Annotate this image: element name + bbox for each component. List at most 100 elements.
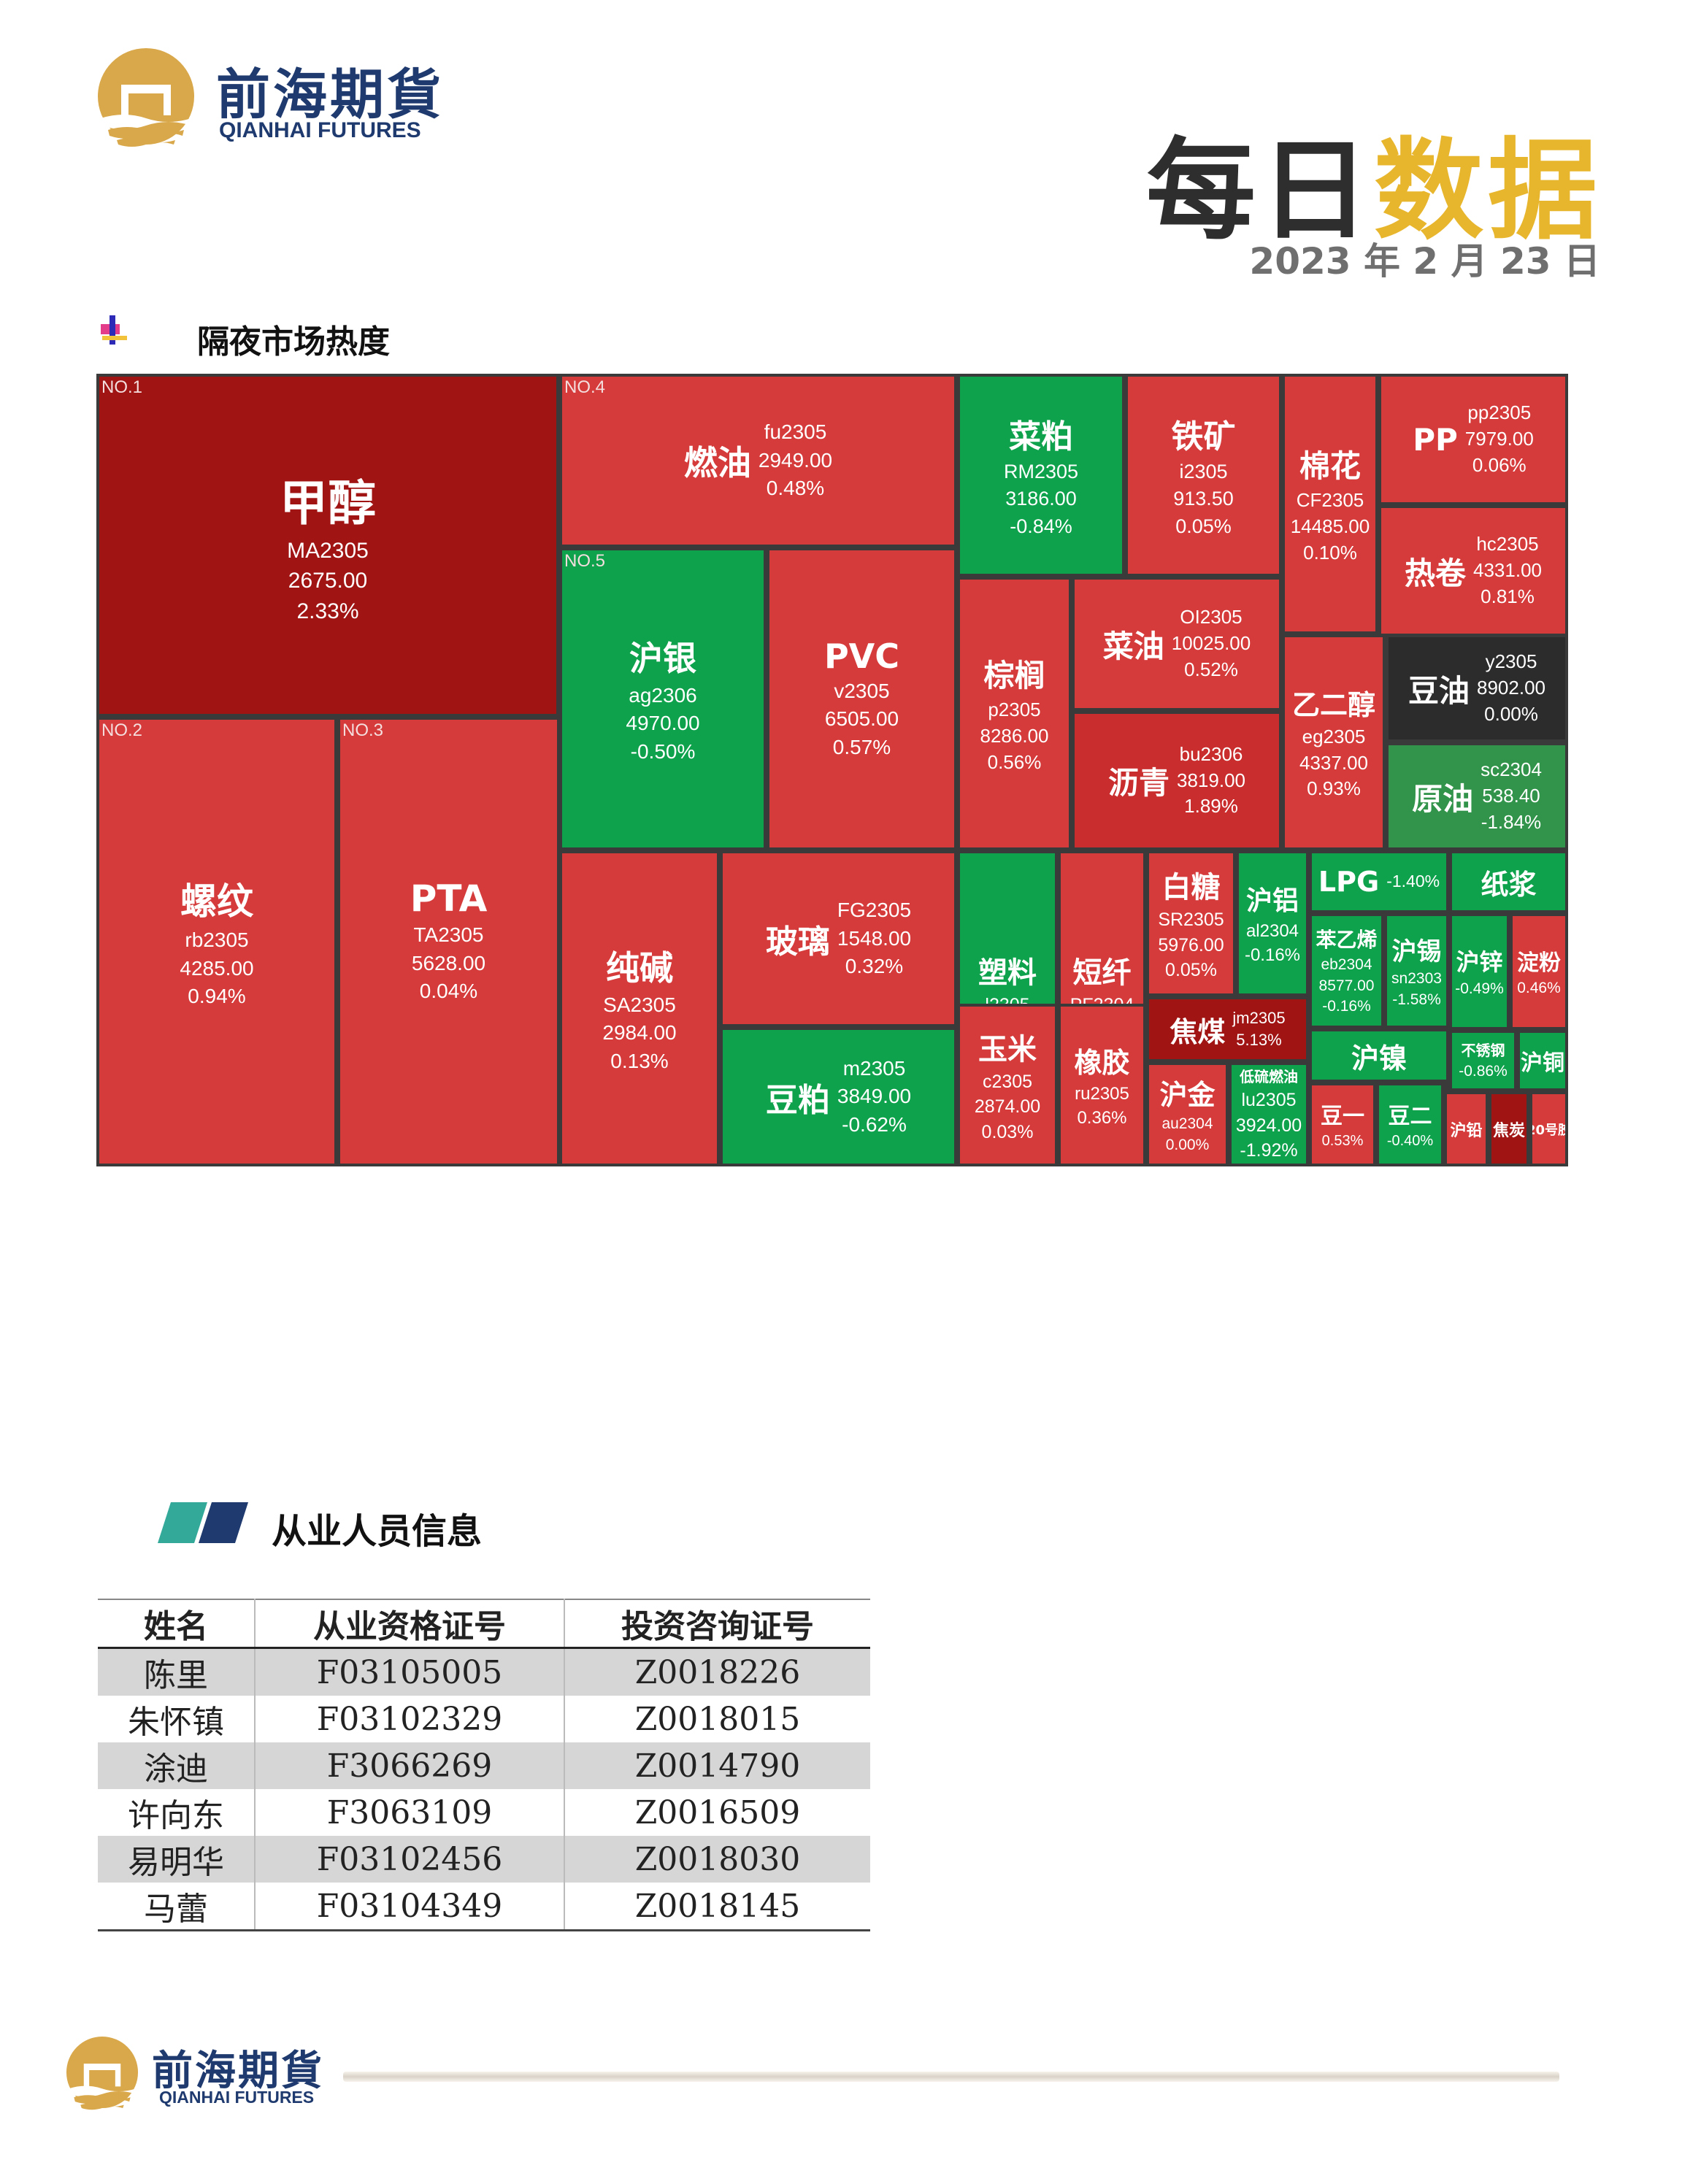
commodity-name: 棕榈 <box>983 658 1045 694</box>
commodity-name: 不锈钢 <box>1461 1042 1505 1060</box>
heatmap-cell: 豆一 0.53% <box>1309 1083 1376 1166</box>
commodity-name: 沪锌 <box>1456 947 1503 976</box>
percent-change: 0.94% <box>188 985 246 1008</box>
header-consulting-no: 投资咨询证号 <box>564 1599 870 1649</box>
heatmap-cell: 棉花 CF2305 14485.00 0.10% <box>1282 374 1378 634</box>
heatmap-cell: LPG -1.40% <box>1309 850 1449 913</box>
percent-change: 0.53% <box>1321 1132 1364 1149</box>
percent-change: 0.36% <box>1077 1108 1127 1128</box>
footer-logo-chinese-name: 前海期貨 <box>152 2047 324 2095</box>
percent-change: 0.46% <box>1517 979 1561 996</box>
qualification-no: F03102329 <box>255 1696 565 1742</box>
heatmap-cell: 菜油 OI2305 10025.00 0.52% <box>1072 577 1282 711</box>
commodity-name: 铁矿 <box>1171 418 1236 456</box>
commodity-name: 豆一 <box>1321 1103 1364 1129</box>
consulting-no: Z0018145 <box>564 1883 870 1931</box>
heatmap-cell: 菜粕 RM2305 3186.00 -0.84% <box>957 374 1125 577</box>
commodity-name: 苯乙烯 <box>1316 927 1378 952</box>
page-title: 每日数据 <box>1145 128 1602 255</box>
consulting-no: Z0018226 <box>564 1647 870 1696</box>
heatmap-cell: NO.3 PTA TA2305 5628.00 0.04% <box>337 717 560 1166</box>
contract-code: eb2304 <box>1321 956 1372 973</box>
contract-code: v2305 <box>834 679 890 702</box>
table-row: 涂迪 F3066269 Z0014790 <box>98 1742 870 1789</box>
commodity-name: 棉花 <box>1299 448 1361 485</box>
header-name: 姓名 <box>98 1599 256 1649</box>
staff-table: 姓名 从业资格证号 投资咨询证号 陈里 F03105005 Z0018226 朱… <box>98 1599 870 1931</box>
percent-change: -1.40% <box>1386 872 1440 891</box>
contract-code: hc2305 <box>1476 533 1539 555</box>
contract-code: rb2305 <box>185 928 249 952</box>
logo-english-name: QIANHAI FUTURES <box>219 118 421 142</box>
commodity-name: 豆油 <box>1408 672 1470 709</box>
commodity-name: PP <box>1413 421 1458 458</box>
section-bullet-icon <box>101 315 127 345</box>
contract-price: 3819.00 <box>1177 769 1245 791</box>
contract-price: 8902.00 <box>1477 677 1545 699</box>
heatmap-cell: PVC v2305 6505.00 0.57% <box>767 547 957 850</box>
heatmap-cell: 沪锌 -0.49% <box>1449 913 1510 1030</box>
qualification-no: F03105005 <box>255 1647 565 1696</box>
heatmap-cell: 铁矿 i2305 913.50 0.05% <box>1125 374 1282 577</box>
percent-change: -0.62% <box>842 1112 907 1136</box>
percent-change: 0.32% <box>845 955 904 978</box>
contract-price: 4331.00 <box>1473 559 1542 582</box>
percent-change: 1.89% <box>1184 795 1238 818</box>
rank-label: NO.4 <box>564 377 606 397</box>
contract-price: 2984.00 <box>602 1021 677 1045</box>
consulting-no: Z0018030 <box>564 1836 870 1883</box>
header-qualification-no: 从业资格证号 <box>255 1599 565 1649</box>
commodity-name: 20号胶 <box>1532 1122 1565 1138</box>
commodity-name: 低硫燃油 <box>1240 1068 1298 1086</box>
percent-change: 0.00% <box>1484 702 1538 725</box>
heatmap-section-title: 隔夜市场热度 <box>197 323 390 361</box>
percent-change: 0.06% <box>1472 453 1527 476</box>
qualification-no: F3066269 <box>255 1742 565 1789</box>
contract-code: CF2305 <box>1296 489 1364 512</box>
commodity-name: 沪铝 <box>1245 885 1299 916</box>
table-row: 朱怀镇 F03102329 Z0018015 <box>98 1696 870 1742</box>
staff-name: 朱怀镇 <box>98 1696 256 1742</box>
contract-code: y2305 <box>1485 650 1537 673</box>
commodity-name: 焦炭 <box>1492 1121 1525 1140</box>
percent-change: 5.13% <box>1236 1031 1282 1049</box>
rank-label: NO.2 <box>101 720 143 740</box>
commodity-name: 纸浆 <box>1481 868 1537 901</box>
percent-change: -0.84% <box>1010 515 1072 537</box>
contract-price: 10025.00 <box>1171 632 1251 655</box>
heatmap-cell: 20号胶 <box>1529 1091 1568 1166</box>
staff-section-title: 从业人员信息 <box>272 1511 483 1552</box>
market-heatmap: NO.1 甲醇 MA2305 2675.00 2.33% NO.2 螺纹 rb2305 4285… <box>96 374 1568 1166</box>
contract-code: al2304 <box>1245 920 1299 941</box>
rank-label: NO.1 <box>101 377 143 397</box>
percent-change: -0.16% <box>1322 998 1371 1015</box>
qualification-no: F3063109 <box>255 1789 565 1836</box>
heatmap-cell: 沪铅 <box>1444 1091 1489 1166</box>
heatmap-cell: 苯乙烯 eb2304 8577.00 -0.16% <box>1309 913 1384 1028</box>
commodity-name: 塑料 <box>978 956 1037 990</box>
heatmap-cell: 豆粕 m2305 3849.00 -0.62% <box>720 1027 957 1166</box>
contract-price: 3186.00 <box>1005 488 1077 510</box>
contract-code: sc2304 <box>1481 758 1542 781</box>
contract-code: bu2306 <box>1179 742 1243 765</box>
percent-change: -0.16% <box>1244 945 1301 965</box>
contract-code: c2305 <box>982 1071 1033 1092</box>
percent-change: -0.40% <box>1386 1132 1434 1149</box>
heatmap-cell: 豆二 -0.40% <box>1376 1083 1444 1166</box>
percent-change: -0.86% <box>1459 1063 1508 1080</box>
contract-price: 6505.00 <box>824 707 899 731</box>
commodity-name: LPG <box>1318 866 1380 898</box>
contract-price: 913.50 <box>1173 488 1234 510</box>
contract-code: OI2305 <box>1180 606 1243 628</box>
staff-name: 涂迪 <box>98 1742 256 1789</box>
table-row: 易明华 F03102456 Z0018030 <box>98 1836 870 1883</box>
contract-price: 1548.00 <box>837 926 912 950</box>
percent-change: -1.92% <box>1240 1140 1298 1161</box>
percent-change: 0.10% <box>1303 541 1357 564</box>
logo-emblem-icon <box>98 48 194 147</box>
contract-price: 8577.00 <box>1318 977 1375 994</box>
contract-price: 3924.00 <box>1235 1115 1302 1136</box>
heatmap-cell: 焦炭 <box>1489 1091 1529 1166</box>
commodity-name: 淀粉 <box>1517 950 1561 976</box>
section-parallelogram-icon <box>158 1502 248 1543</box>
